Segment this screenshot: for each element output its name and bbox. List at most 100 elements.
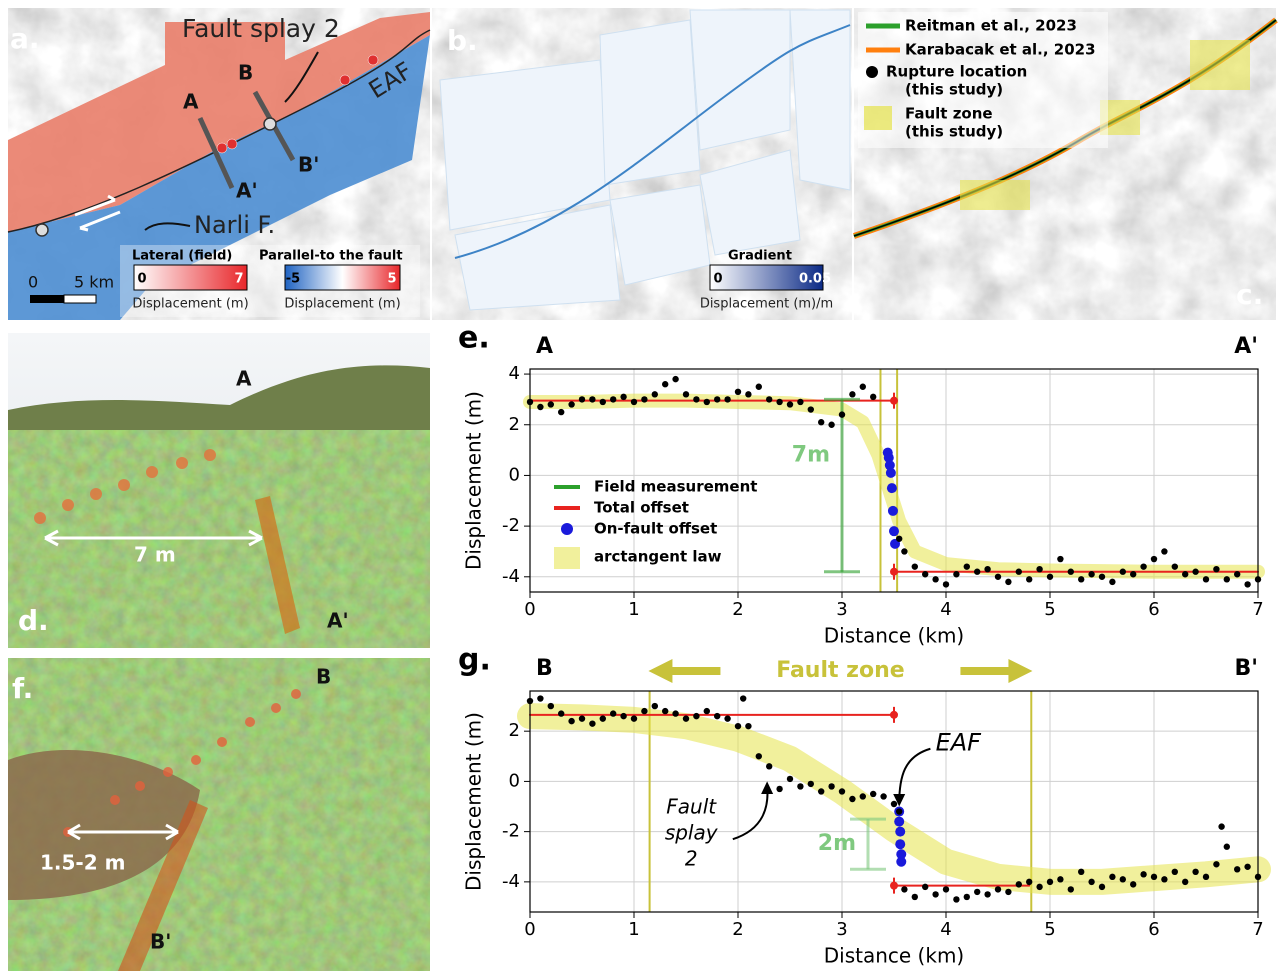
displacement-south xyxy=(8,35,430,320)
profile-point xyxy=(1202,873,1210,881)
arctangent-band xyxy=(517,703,1271,895)
offset-marker xyxy=(191,755,201,765)
colorbar xyxy=(133,264,248,291)
profile-point xyxy=(1098,883,1106,891)
on-fault-point xyxy=(894,816,905,827)
x-tick-label: 6 xyxy=(1148,599,1159,620)
profile-point xyxy=(662,707,669,715)
profile-end-label: B xyxy=(536,656,553,681)
scale-bar-white xyxy=(63,294,97,304)
profile-point xyxy=(776,398,783,406)
y-axis-label: Displacement (m) xyxy=(462,391,486,570)
x-tick-label: 2 xyxy=(732,599,743,620)
profile-end-label: A' xyxy=(1234,334,1258,359)
profile-point xyxy=(807,406,814,413)
colorbar-tick: 5 xyxy=(387,272,396,287)
gradient-tile xyxy=(789,9,851,191)
profile-point xyxy=(994,886,1002,893)
y-tick-label: -4 xyxy=(502,871,520,892)
offset-marker xyxy=(217,737,227,747)
x-axis-label: Distance (km) xyxy=(824,624,964,648)
profile-point xyxy=(693,712,700,720)
photo-annotation: 7 m xyxy=(134,543,176,567)
profile-point xyxy=(1234,571,1241,578)
profile-point xyxy=(537,695,544,702)
profile-point xyxy=(1234,866,1241,873)
colorbar-label: Displacement (m) xyxy=(132,297,248,312)
profile-point xyxy=(1213,565,1220,573)
legend-swatch xyxy=(561,523,573,535)
profile-point xyxy=(1067,568,1075,575)
offset-arrow xyxy=(67,823,179,841)
rupture-strip xyxy=(118,800,208,971)
offset-end xyxy=(890,567,898,576)
profile-point xyxy=(1119,876,1127,883)
profile-point xyxy=(662,381,669,388)
profile-point xyxy=(1244,863,1251,870)
profile-point xyxy=(558,408,565,416)
profile-point xyxy=(942,886,950,893)
profile-point xyxy=(641,396,648,403)
profile-point xyxy=(807,780,814,788)
plot-frame xyxy=(529,368,1259,593)
annotation-arrow xyxy=(761,781,774,794)
colorbar xyxy=(284,264,401,291)
profile-point xyxy=(620,393,627,401)
profile-point xyxy=(672,710,679,717)
profile-point xyxy=(682,715,690,722)
profile-point xyxy=(672,375,679,383)
offset-marker xyxy=(204,449,216,461)
profile-point xyxy=(703,707,710,715)
panel-label: c. xyxy=(1236,278,1263,311)
profile-point xyxy=(1046,573,1054,580)
offset-marker xyxy=(135,781,145,791)
on-fault-point xyxy=(895,839,906,850)
panel-label: a. xyxy=(10,22,40,55)
plot-frame xyxy=(529,690,1259,913)
colorbar-title: Lateral (field) xyxy=(132,249,232,264)
profile-point xyxy=(724,396,731,403)
profile-point xyxy=(1057,555,1064,563)
colorbar-label: Displacement (m)/m xyxy=(700,297,833,312)
profile-point xyxy=(890,800,898,808)
profile-point xyxy=(1067,886,1075,893)
profile-point xyxy=(963,893,970,901)
profile-point xyxy=(838,788,846,795)
profile-point xyxy=(859,383,866,390)
profile-point xyxy=(745,391,752,398)
profile-point xyxy=(896,535,903,542)
profile-point xyxy=(724,715,731,722)
offset-marker xyxy=(118,479,130,491)
photo-soil xyxy=(8,750,200,900)
profile-point xyxy=(1005,888,1012,896)
profile-point xyxy=(911,563,918,570)
profile-end-label: A xyxy=(536,334,553,359)
profile-point xyxy=(911,893,918,901)
profile-point xyxy=(547,401,554,408)
colorbar-tick: 0 xyxy=(713,272,722,287)
site-marker xyxy=(35,223,49,237)
y-tick-label: -2 xyxy=(502,821,520,842)
offset-marker xyxy=(271,703,281,713)
panel-label: d. xyxy=(18,604,49,637)
profile-point xyxy=(994,573,1002,580)
annotation: Fault xyxy=(666,794,717,818)
profile-point xyxy=(963,563,970,570)
offset-end xyxy=(890,710,898,719)
photo-hill xyxy=(8,365,430,450)
profile-point xyxy=(589,396,596,403)
profile-point xyxy=(568,401,575,408)
profile-point xyxy=(786,775,794,783)
profile-point xyxy=(1171,868,1179,876)
photo-annotation: B xyxy=(316,665,331,689)
profile-point xyxy=(838,411,846,418)
profile-point xyxy=(797,783,804,790)
profile-point xyxy=(984,565,991,573)
profile-point xyxy=(880,793,887,800)
fault-gradient xyxy=(454,24,851,259)
profile-point xyxy=(1026,576,1033,583)
slip-arrows xyxy=(74,194,121,232)
profile-point xyxy=(578,715,586,722)
displacement-north xyxy=(8,12,430,232)
